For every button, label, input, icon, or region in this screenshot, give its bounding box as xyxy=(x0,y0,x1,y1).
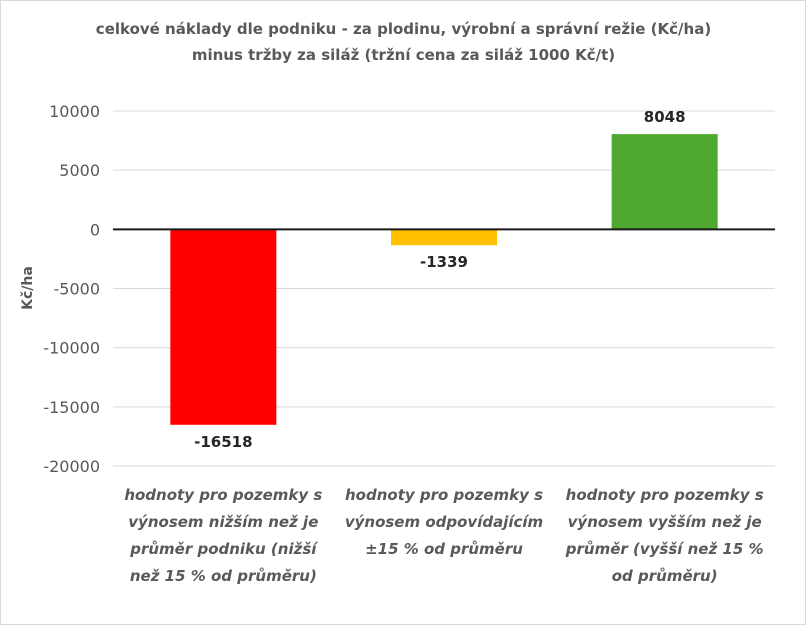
y-tick-label: 10000 xyxy=(49,102,100,121)
x-category-label: hodnoty pro pozemky s výnosem vyšším než… xyxy=(565,486,764,585)
y-tick-label: -5000 xyxy=(54,280,101,299)
bar xyxy=(391,229,497,246)
chart-title-block: celkové náklady dle podniku - za plodinu… xyxy=(0,16,807,68)
y-tick-label: -15000 xyxy=(43,398,100,417)
bar-value-label: -1339 xyxy=(420,253,468,271)
bars xyxy=(170,134,718,425)
bar-value-label: 8048 xyxy=(644,108,686,126)
chart-title: celkové náklady dle podniku - za plodinu… xyxy=(95,20,712,38)
labels: 10000 5000 0 -5000 -10000 -15000 -20000 -16518 -… xyxy=(43,102,685,476)
y-tick-label: 0 xyxy=(90,220,100,239)
y-axis-label: Kč/ha xyxy=(20,266,36,310)
bar xyxy=(170,229,277,425)
x-category-label: hodnoty pro pozemky s výnosem odpovídají… xyxy=(344,486,544,558)
bar-value-label: -16518 xyxy=(194,433,252,451)
bar xyxy=(611,134,718,230)
chart-subtitle: minus tržby za siláž (tržní cena za silá… xyxy=(191,46,616,64)
x-category-label: hodnoty pro pozemky s výnosem nižším než… xyxy=(124,486,323,585)
y-tick-label: -10000 xyxy=(43,339,100,358)
y-tick-label: 5000 xyxy=(59,161,100,180)
y-tick-label: -20000 xyxy=(43,457,100,476)
